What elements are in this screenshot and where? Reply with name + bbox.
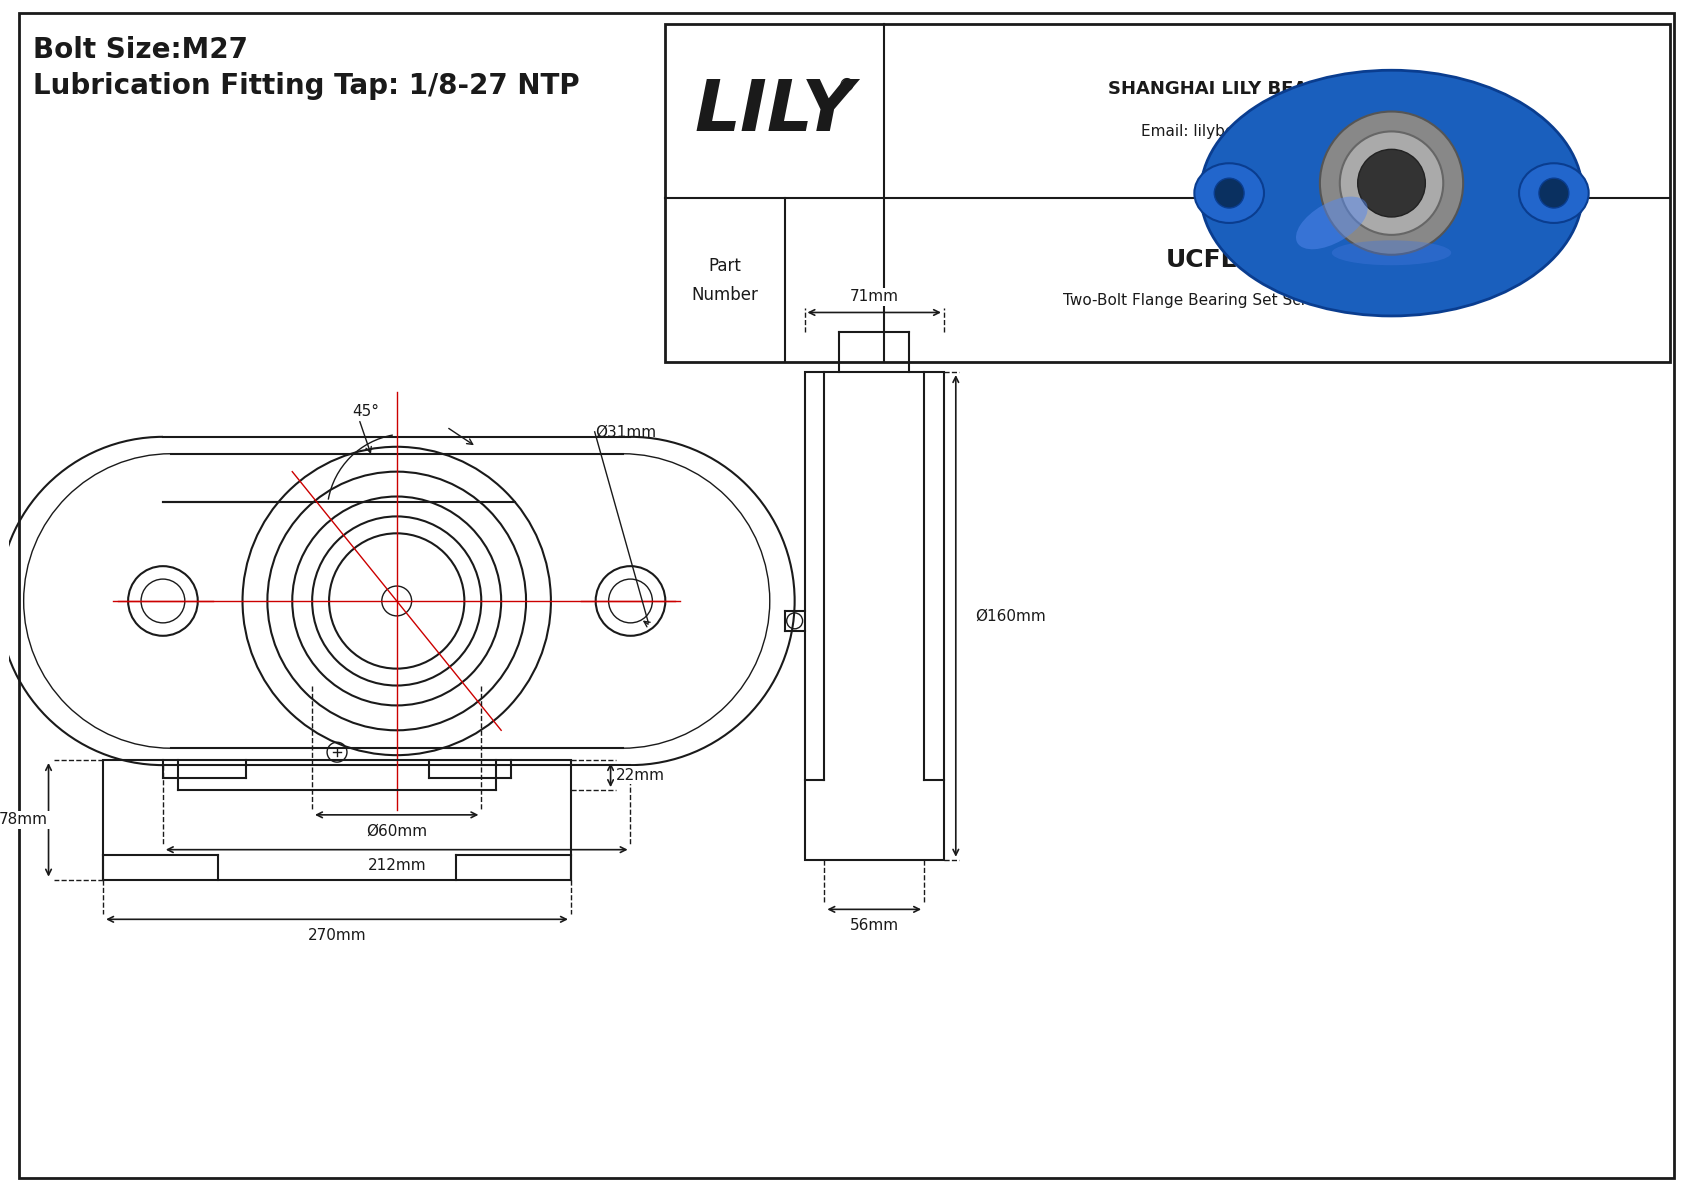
Circle shape: [1320, 112, 1463, 255]
Text: Part
Number: Part Number: [692, 256, 758, 304]
Text: 212mm: 212mm: [367, 858, 426, 873]
Text: 56mm: 56mm: [850, 918, 899, 933]
Circle shape: [1357, 149, 1425, 217]
Text: SHANGHAI LILY BEARING LIMITED: SHANGHAI LILY BEARING LIMITED: [1108, 80, 1447, 98]
Text: 45°: 45°: [352, 405, 379, 419]
Text: Ø31mm: Ø31mm: [596, 424, 657, 439]
Ellipse shape: [1201, 70, 1583, 316]
Text: Two-Bolt Flange Bearing Set Screw Locking: Two-Bolt Flange Bearing Set Screw Lockin…: [1063, 293, 1393, 307]
Text: Ø160mm: Ø160mm: [975, 609, 1046, 623]
Ellipse shape: [1194, 163, 1265, 223]
Text: UCFL312: UCFL312: [1165, 248, 1290, 273]
Text: 270mm: 270mm: [308, 928, 367, 943]
Text: Email: lilybearing@lily-bearing.com: Email: lilybearing@lily-bearing.com: [1142, 124, 1413, 138]
Circle shape: [1214, 179, 1244, 208]
Circle shape: [1539, 179, 1569, 208]
Bar: [805, 372, 943, 860]
Ellipse shape: [1332, 241, 1452, 266]
Ellipse shape: [1519, 163, 1588, 223]
Text: 78mm: 78mm: [0, 812, 49, 828]
Bar: [103, 760, 571, 879]
Text: 71mm: 71mm: [850, 289, 899, 304]
Text: Ø60mm: Ø60mm: [365, 823, 428, 838]
Text: LILY: LILY: [695, 76, 855, 145]
Circle shape: [1340, 131, 1443, 235]
Text: Bolt Size:M27: Bolt Size:M27: [32, 36, 248, 64]
Text: ®: ®: [837, 77, 855, 95]
Ellipse shape: [1297, 197, 1367, 249]
Bar: [665, 24, 1671, 362]
Text: Lubrication Fitting Tap: 1/8-27 NTP: Lubrication Fitting Tap: 1/8-27 NTP: [32, 71, 579, 100]
Text: 22mm: 22mm: [616, 767, 665, 782]
